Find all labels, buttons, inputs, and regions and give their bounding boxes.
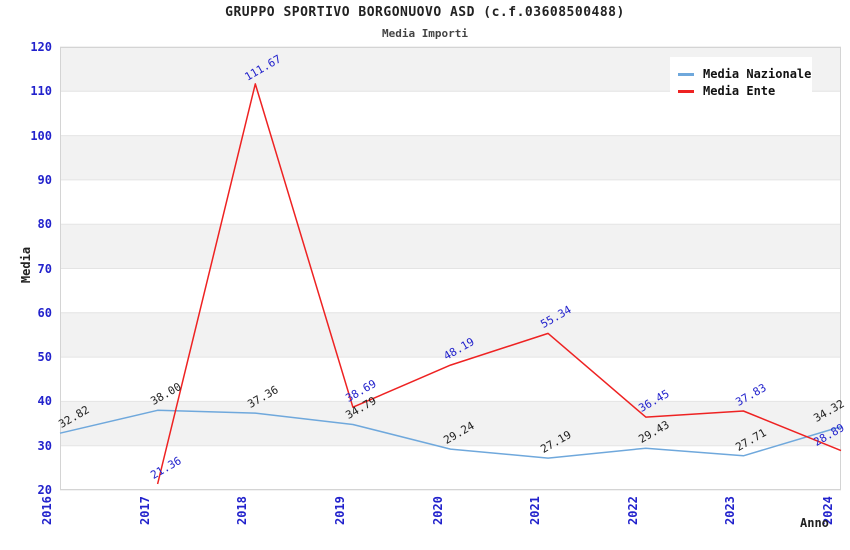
plot-band [60,312,841,358]
legend-label: Media Nazionale [703,67,812,81]
x-tick-label: 2020 [430,496,445,525]
legend-swatch-red-line-icon [678,89,694,93]
plot-band [60,357,841,402]
plot-band [60,224,841,269]
legend-item-media-ente: Media Ente [678,84,804,98]
series-line-media-nazionale [59,409,842,459]
y-tick-label: 110 [30,84,52,99]
plot-band [60,179,841,225]
y-tick-label: 40 [37,394,52,409]
y-tick-label: 30 [37,438,52,453]
legend-label: Media Ente [703,84,776,98]
chart-title: GRUPPO SPORTIVO BORGONUOVO ASD (c.f.0360… [225,5,625,20]
legend-swatch-blue-line-icon [678,72,694,76]
plot-band [60,445,841,490]
plot-canvas [59,46,842,491]
plot-area: 32.82 38.00 37.36 34.79 29.24 27.19 29.43 27.71… [56,46,847,491]
plot-band [60,268,841,313]
x-axis-title: Anno [800,516,829,530]
x-tick-label: 2017 [137,496,152,525]
y-tick-label: 100 [30,128,52,143]
y-tick-label: 120 [30,40,52,54]
plot-band [60,401,841,446]
x-tick-label: 2018 [235,496,250,525]
y-tick-label: 60 [37,305,52,320]
y-tick-label: 80 [37,217,52,232]
y-tick-label: 70 [37,261,52,276]
x-tick-label: 2019 [332,496,347,525]
x-tick-label: 2022 [625,496,640,525]
x-tick-label: 2023 [723,496,738,525]
legend: Media Nazionale Media Ente [670,57,812,109]
legend-item-media-nazionale: Media Nazionale [678,67,811,81]
x-tick-label: 2016 [40,496,54,525]
plot-band [60,135,841,180]
plot-border [60,47,841,490]
chart-subtitle: Media Importi [381,27,469,40]
y-tick-label: 90 [37,172,52,187]
series-line-media-ente [156,83,842,485]
x-tick-label: 2021 [528,496,543,525]
y-tick-label: 50 [37,350,52,365]
y-tick-label: 20 [37,483,52,497]
